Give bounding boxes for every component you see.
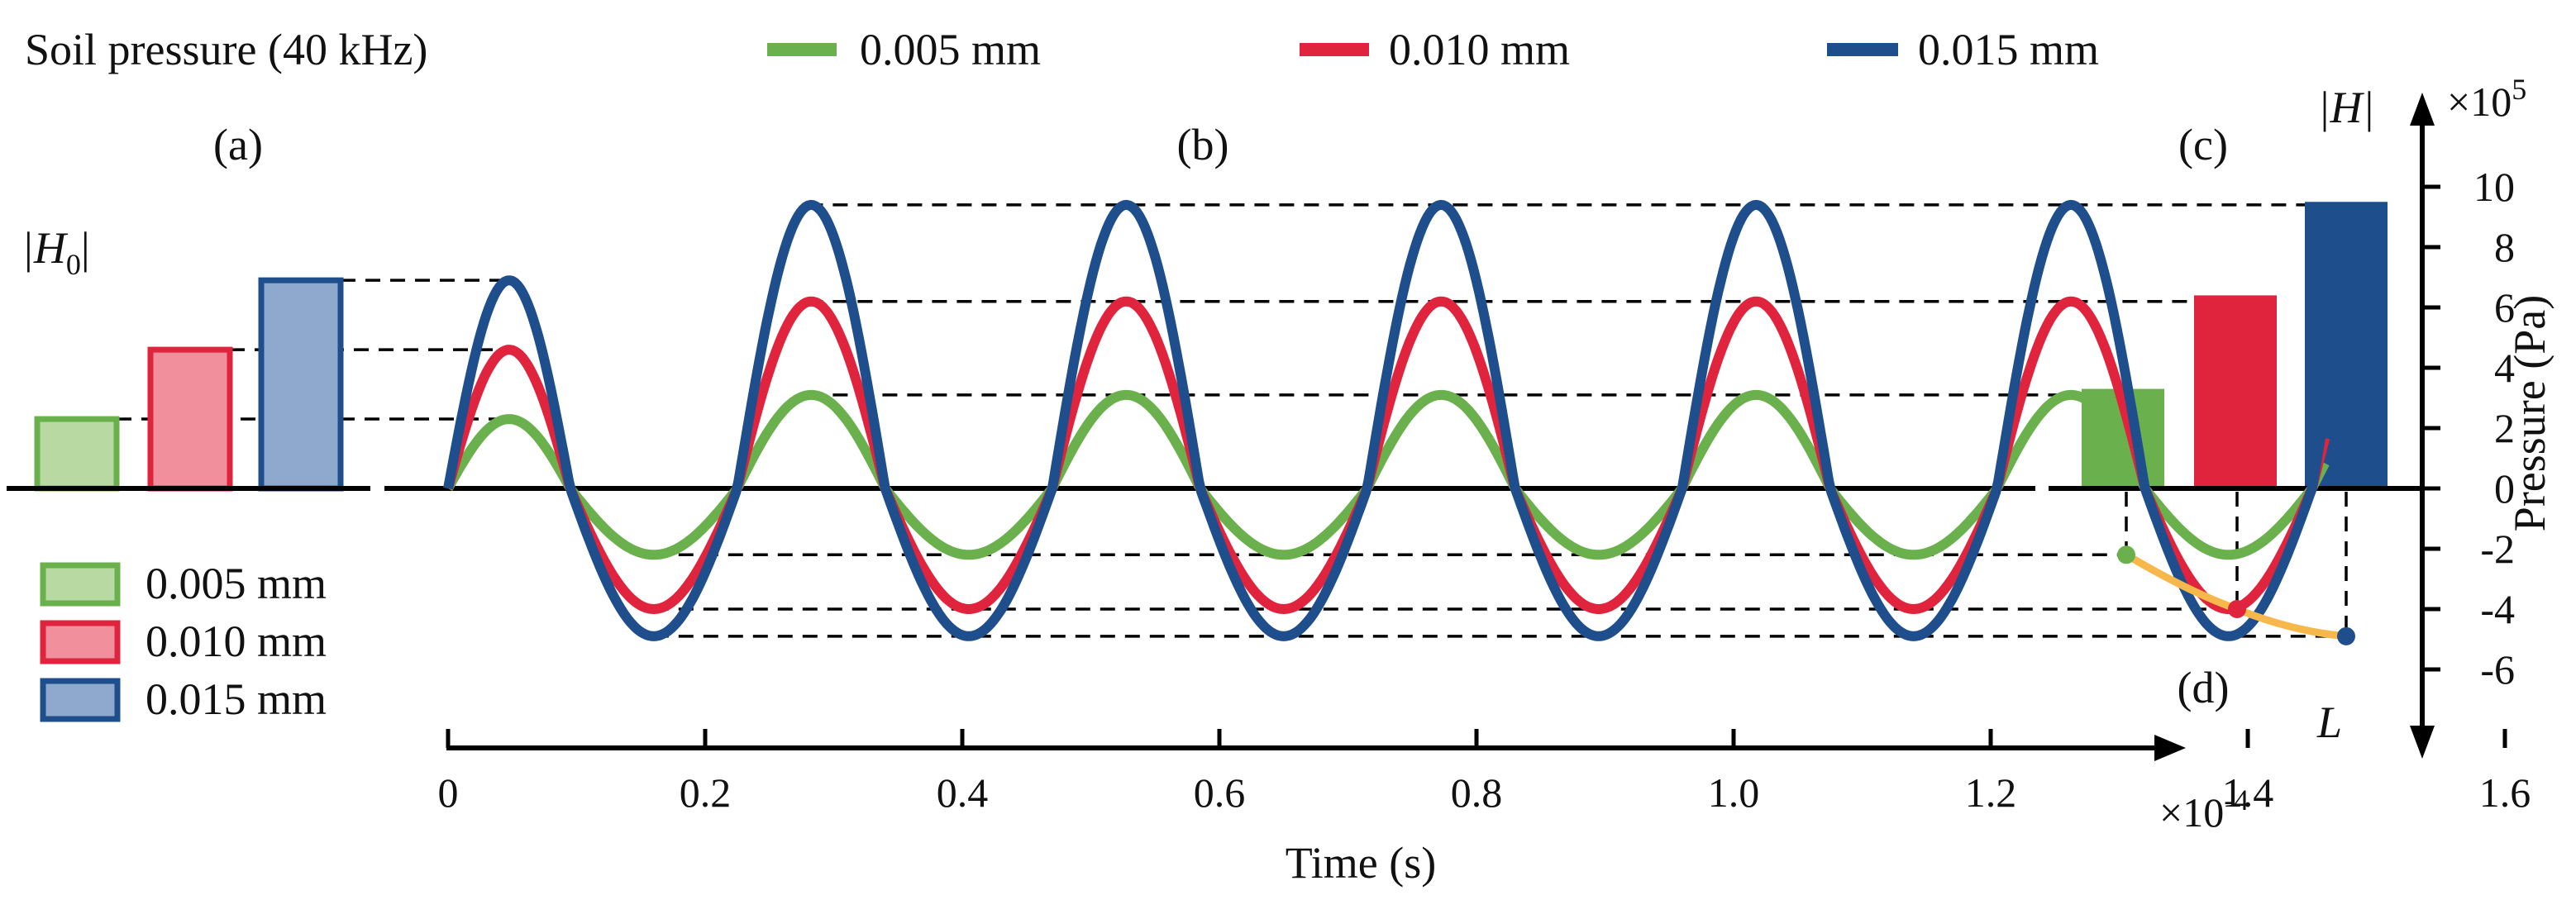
chart-title: Soil pressure (40 kHz) <box>25 25 427 74</box>
panel-d-point-0015 <box>2337 626 2355 645</box>
panel-c-bar-0010 <box>2194 295 2277 488</box>
panel-label-c: (c) <box>2178 120 2228 169</box>
wave-0015 <box>443 199 2330 641</box>
y-axis-arrow-up <box>2410 93 2435 126</box>
x-tick-label: 0.4 <box>937 769 989 816</box>
l-label: L <box>2316 698 2342 747</box>
left-legend-swatch-0015 <box>40 678 121 722</box>
panel-a-bar-0015 <box>258 277 344 492</box>
y-multiplier: ×105 <box>2447 73 2526 125</box>
legend-label-0010: 0.010 mm <box>1389 25 1570 74</box>
y-tick-label: 8 <box>2494 224 2515 270</box>
y-tick-label: -6 <box>2480 646 2515 693</box>
x-tick-label: 0.6 <box>1194 769 1246 816</box>
left-legend-swatch-0010 <box>40 620 121 664</box>
x-tick-label: 1.0 <box>1708 769 1760 816</box>
y-axis-arrow-down <box>2410 726 2435 759</box>
left-legend-label-0015: 0.015 mm <box>145 674 327 724</box>
y-tick-label: 0 <box>2494 465 2515 512</box>
x-tick-label: 1.2 <box>1965 769 2017 816</box>
x-tick-label: 0.8 <box>1451 769 1503 816</box>
y-axis-label: Pressure (Pa) <box>2505 295 2555 531</box>
h-label: |H| <box>2318 83 2375 132</box>
legend-label-0005: 0.005 mm <box>860 25 1041 74</box>
left-legend-swatch-0005 <box>40 562 121 607</box>
panel-d-point-0010 <box>2228 600 2246 618</box>
x-axis-arrowhead <box>2154 735 2186 761</box>
panel-d <box>2117 545 2355 645</box>
y-tick-label: 2 <box>2494 405 2515 451</box>
x-axis-label: Time (s) <box>1286 838 1437 888</box>
h0-label: |H0| <box>21 223 90 281</box>
panel-d-point-0005 <box>2117 545 2135 564</box>
panel-a-bar-0005 <box>34 416 120 492</box>
legend-label-0015: 0.015 mm <box>1918 25 2099 74</box>
y-tick-label: -2 <box>2480 526 2515 572</box>
panel-label-b: (b) <box>1177 120 1229 169</box>
x-multiplier: ×10-4 <box>2159 783 2249 836</box>
panel-a-bars <box>34 277 344 492</box>
x-ticks: 0 0.2 0.4 0.6 0.8 1.0 1.2 1.4 1.6 <box>438 729 2531 816</box>
left-legend: 0.005 mm 0.010 mm 0.015 mm <box>40 559 327 724</box>
panel-a-bar-0010 <box>147 346 233 492</box>
y-tick-label: 6 <box>2494 284 2515 331</box>
y-tick-label: 10 <box>2473 164 2515 210</box>
panel-label-d: (d) <box>2178 663 2230 712</box>
y-tick-label: 4 <box>2494 345 2515 391</box>
wave-0005 <box>443 389 2330 560</box>
x-tick-label: 1.4 <box>2222 769 2274 816</box>
x-tick-label: 1.6 <box>2479 769 2531 816</box>
y-tick-label: -4 <box>2480 586 2515 632</box>
left-legend-label-0010: 0.010 mm <box>145 617 327 666</box>
reference-dashes <box>117 203 2348 638</box>
x-axis: 0 0.2 0.4 0.6 0.8 1.0 1.2 1.4 1.6 Time (s) ×10-4 <box>438 729 2531 888</box>
panel-label-a: (a) <box>213 120 263 169</box>
y-ticks: 10 8 6 4 2 0 -2 -4 -6 <box>2422 164 2515 693</box>
waveforms <box>443 199 2330 641</box>
left-legend-label-0005: 0.005 mm <box>145 559 327 608</box>
wave-0010 <box>443 296 2330 614</box>
x-tick-label: 0 <box>438 769 459 816</box>
top-legend: Soil pressure (40 kHz) 0.005 mm 0.010 mm… <box>25 25 2099 74</box>
y-axis: 10 8 6 4 2 0 -2 -4 -6 ×105 Pressure (Pa) <box>2410 73 2555 759</box>
x-tick-label: 0.2 <box>680 769 732 816</box>
